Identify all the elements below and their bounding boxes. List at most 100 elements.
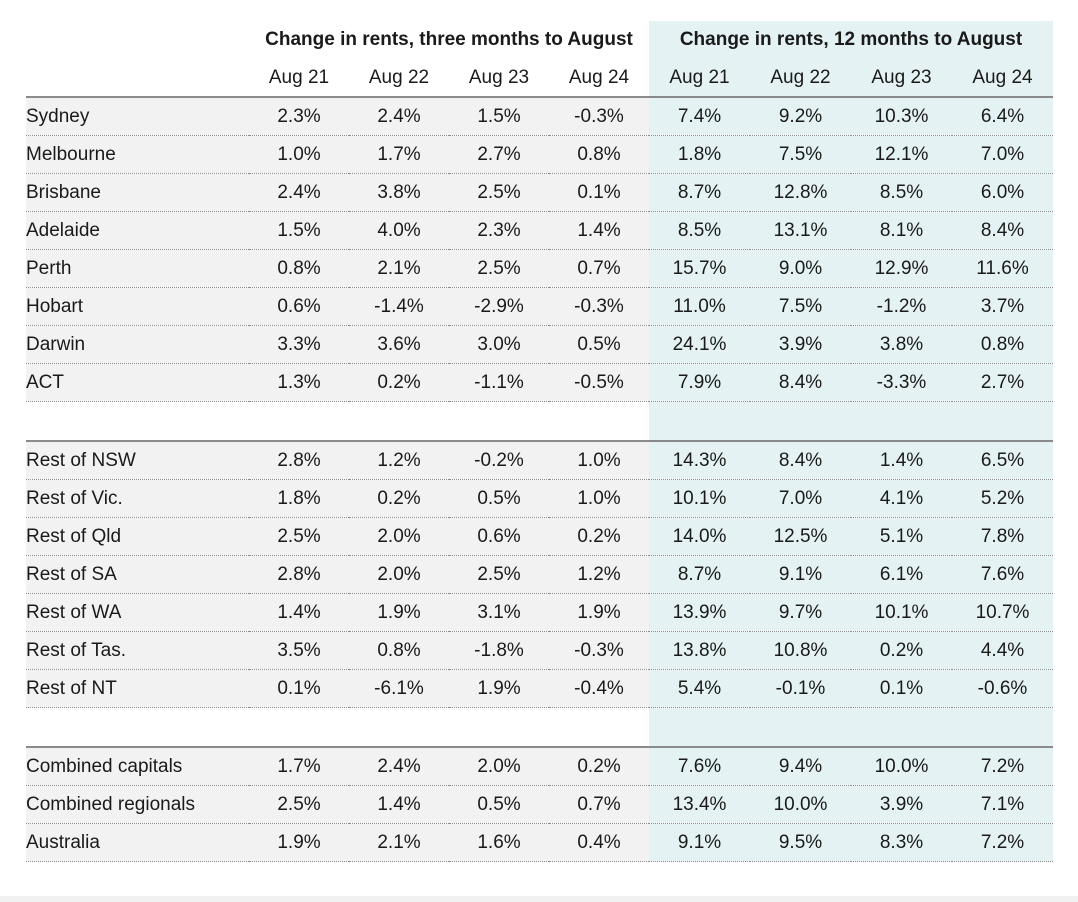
three-month-value: 1.7% xyxy=(249,746,349,786)
twelve-month-value: 7.6% xyxy=(952,555,1053,594)
twelve-month-value: 10.1% xyxy=(851,593,952,632)
twelve-month-value: 3.7% xyxy=(952,287,1053,326)
three-month-value: 1.7% xyxy=(349,135,449,174)
twelve-month-value: 13.4% xyxy=(649,785,750,824)
period-header: Aug 22 xyxy=(750,59,851,97)
twelve-month-value: 0.8% xyxy=(952,325,1053,364)
twelve-month-value: 9.7% xyxy=(750,593,851,632)
twelve-month-value: 2.7% xyxy=(952,363,1053,402)
period-header-row: Aug 21 Aug 22 Aug 23 Aug 24 Aug 21 Aug 2… xyxy=(26,59,1053,97)
three-month-value: 0.6% xyxy=(449,517,549,556)
twelve-month-value: 11.0% xyxy=(649,287,750,326)
twelve-month-value: 7.2% xyxy=(952,823,1053,862)
three-month-value: 3.0% xyxy=(449,325,549,364)
three-month-value: 2.0% xyxy=(449,746,549,786)
table-row: Combined capitals 1.7% 2.4% 2.0% 0.2% 7.6% 9.4… xyxy=(26,746,1053,786)
three-month-value: 0.8% xyxy=(349,631,449,670)
twelve-month-value: 7.5% xyxy=(750,135,851,174)
three-month-value: 2.3% xyxy=(449,211,549,250)
spacer-cell xyxy=(649,707,1053,747)
group-header-twelve-months: Change in rents, 12 months to August xyxy=(649,21,1053,59)
three-month-value: 2.7% xyxy=(449,135,549,174)
spacer-cell xyxy=(26,401,249,441)
table-row: Rest of Qld 2.5% 2.0% 0.6% 0.2% 14.0% 12.5% 5.1… xyxy=(26,517,1053,556)
twelve-month-value: 5.1% xyxy=(851,517,952,556)
three-month-value: 1.0% xyxy=(249,135,349,174)
three-month-value: 2.5% xyxy=(449,173,549,212)
three-month-value: 1.9% xyxy=(549,593,649,632)
twelve-month-value: 1.8% xyxy=(649,135,750,174)
three-month-value: 0.6% xyxy=(249,287,349,326)
twelve-month-value: 15.7% xyxy=(649,249,750,288)
spacer-cell xyxy=(26,707,249,747)
table-row: Adelaide 1.5% 4.0% 2.3% 1.4% 8.5% 13.1% 8.1% 8.4… xyxy=(26,211,1053,250)
twelve-month-value: 24.1% xyxy=(649,325,750,364)
three-month-value: 0.5% xyxy=(449,785,549,824)
three-month-value: 1.2% xyxy=(549,555,649,594)
period-header: Aug 22 xyxy=(349,59,449,97)
corner-cell xyxy=(26,59,249,97)
group-spacer-row xyxy=(26,707,1053,747)
three-month-value: -1.4% xyxy=(349,287,449,326)
twelve-month-value: 13.8% xyxy=(649,631,750,670)
three-month-value: 1.5% xyxy=(449,96,549,136)
three-month-value: 0.7% xyxy=(549,785,649,824)
group-spacer-row xyxy=(26,401,1053,441)
twelve-month-value: 12.9% xyxy=(851,249,952,288)
twelve-month-value: -0.1% xyxy=(750,669,851,708)
twelve-month-value: 10.0% xyxy=(851,746,952,786)
twelve-month-value: 7.5% xyxy=(750,287,851,326)
table-row: Brisbane 2.4% 3.8% 2.5% 0.1% 8.7% 12.8% 8.5% 6.0… xyxy=(26,173,1053,212)
twelve-month-value: 9.4% xyxy=(750,746,851,786)
region-label: Rest of Qld xyxy=(26,517,249,556)
period-header: Aug 21 xyxy=(649,59,750,97)
period-header: Aug 23 xyxy=(449,59,549,97)
twelve-month-value: 12.1% xyxy=(851,135,952,174)
twelve-month-value: 13.9% xyxy=(649,593,750,632)
three-month-value: 1.0% xyxy=(549,479,649,518)
table-row: Melbourne 1.0% 1.7% 2.7% 0.8% 1.8% 7.5% 12.1% 7.… xyxy=(26,135,1053,174)
twelve-month-value: -3.3% xyxy=(851,363,952,402)
three-month-value: 1.5% xyxy=(249,211,349,250)
twelve-month-value: 9.0% xyxy=(750,249,851,288)
twelve-month-value: 3.9% xyxy=(750,325,851,364)
three-month-value: 1.4% xyxy=(249,593,349,632)
three-month-value: 3.5% xyxy=(249,631,349,670)
region-label: Rest of SA xyxy=(26,555,249,594)
three-month-value: 0.5% xyxy=(549,325,649,364)
three-month-value: 2.8% xyxy=(249,555,349,594)
twelve-month-value: 8.3% xyxy=(851,823,952,862)
twelve-month-value: 9.5% xyxy=(750,823,851,862)
region-label: Rest of NT xyxy=(26,669,249,708)
three-month-value: 3.3% xyxy=(249,325,349,364)
twelve-month-value: 9.2% xyxy=(750,96,851,136)
twelve-month-value: 7.0% xyxy=(952,135,1053,174)
twelve-month-value: 14.0% xyxy=(649,517,750,556)
three-month-value: 2.5% xyxy=(449,249,549,288)
table-row: Rest of Vic. 1.8% 0.2% 0.5% 1.0% 10.1% 7.0% 4.1… xyxy=(26,479,1053,518)
twelve-month-value: 6.1% xyxy=(851,555,952,594)
three-month-value: -1.8% xyxy=(449,631,549,670)
period-header: Aug 21 xyxy=(249,59,349,97)
region-label: Australia xyxy=(26,823,249,862)
three-month-value: 2.1% xyxy=(349,249,449,288)
twelve-month-value: 7.0% xyxy=(750,479,851,518)
table-row: Australia 1.9% 2.1% 1.6% 0.4% 9.1% 9.5% 8.3% 7.2… xyxy=(26,823,1053,862)
three-month-value: 1.0% xyxy=(549,440,649,480)
region-label: Sydney xyxy=(26,96,249,136)
twelve-month-value: -1.2% xyxy=(851,287,952,326)
three-month-value: 3.8% xyxy=(349,173,449,212)
three-month-value: 0.4% xyxy=(549,823,649,862)
twelve-month-value: 8.4% xyxy=(750,440,851,480)
twelve-month-value: 10.1% xyxy=(649,479,750,518)
twelve-month-value: 10.0% xyxy=(750,785,851,824)
three-month-value: 2.4% xyxy=(349,96,449,136)
table-row: Sydney 2.3% 2.4% 1.5% -0.3% 7.4% 9.2% 10.3% 6.4% xyxy=(26,96,1053,136)
twelve-month-value: 13.1% xyxy=(750,211,851,250)
spacer-cell xyxy=(249,707,649,747)
three-month-value: 4.0% xyxy=(349,211,449,250)
three-month-value: 0.7% xyxy=(549,249,649,288)
twelve-month-value: 3.9% xyxy=(851,785,952,824)
twelve-month-value: 12.5% xyxy=(750,517,851,556)
three-month-value: -6.1% xyxy=(349,669,449,708)
